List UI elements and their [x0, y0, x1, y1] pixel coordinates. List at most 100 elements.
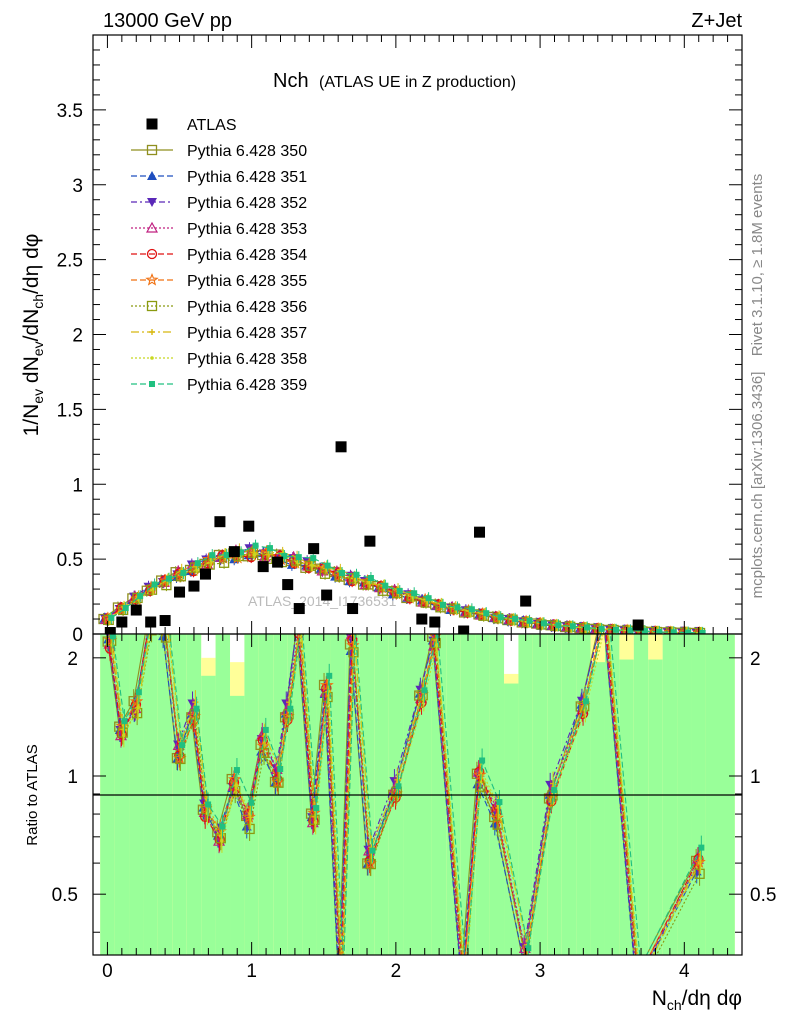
atlas-data-point: [257, 561, 269, 573]
ratio-series-marker: [299, 628, 303, 632]
main-series-marker: [526, 617, 533, 624]
ratio-series-marker: [234, 783, 239, 787]
ratio-series-marker: [694, 868, 705, 879]
ratio-series-marker: [109, 634, 116, 640]
ratio-series-marker: [136, 705, 141, 710]
legend-marker: [147, 171, 157, 180]
ratio-series-marker: [192, 699, 199, 706]
ratio-series-marker: [698, 844, 705, 851]
ratio-series-marker: [277, 766, 284, 773]
ratio-series-marker: [243, 809, 254, 820]
legend-marker: [146, 300, 158, 312]
ratio-series-marker: [313, 805, 320, 812]
legend-marker: [146, 248, 158, 260]
x-tick-label: 2: [391, 961, 402, 982]
ratio-series-line: [112, 634, 702, 955]
ratio-series-marker: [551, 787, 558, 794]
ratio-series-marker: [369, 847, 376, 854]
ratio-series-marker: [175, 753, 186, 765]
ratio-series-marker: [157, 634, 168, 635]
ratio-series-marker: [320, 678, 334, 692]
legend-marker: [150, 356, 154, 360]
atlas-data-point: [228, 546, 240, 558]
ratio-series-marker: [193, 705, 200, 712]
ratio-series-marker: [247, 814, 254, 821]
header-process-label: Z+Jet: [691, 10, 742, 32]
ratio-series-marker: [394, 776, 401, 783]
ratio-y-tick-label-right: 0.5: [750, 885, 776, 906]
ratio-series-marker: [248, 811, 253, 816]
ratio-series-marker: [262, 726, 269, 733]
legend-label: Pythia 6.428 355: [187, 273, 307, 290]
main-series-marker: [512, 615, 519, 622]
ratio-series-marker: [473, 767, 487, 781]
atlas-data-point: [130, 604, 142, 616]
x-tick-label: 0: [102, 961, 113, 982]
ratio-y-tick-label-left: 1: [67, 767, 78, 788]
atlas-data-point: [474, 526, 486, 538]
ratio-series-marker: [273, 777, 284, 788]
rivet-version-label: Rivet 3.1.10, ≥ 1.8M events: [749, 174, 766, 357]
atlas-data-point: [321, 589, 333, 601]
ratio-series-marker: [227, 772, 242, 786]
ratio-series-group: [102, 628, 706, 955]
ratio-series-marker: [550, 780, 557, 787]
ratio-band-outer: [590, 662, 605, 955]
legend-label: Pythia 6.428 351: [187, 169, 307, 186]
atlas-data-point: [104, 627, 116, 634]
atlas-data-point: [145, 616, 157, 628]
main-series-marker: [569, 623, 576, 630]
main-series-marker: [281, 552, 288, 559]
source-label: mcplots.cern.ch [arXiv:1306.3436]: [749, 372, 766, 599]
atlas-data-point: [199, 568, 211, 580]
atlas-data-point: [335, 441, 347, 453]
atlas-data-point: [520, 595, 532, 607]
ratio-y-tick-label-left: 2: [67, 649, 78, 670]
main-series-marker: [540, 620, 547, 627]
legend-label: Pythia 6.428 356: [187, 299, 307, 316]
main-series-marker: [641, 628, 648, 634]
ratio-series-marker: [248, 799, 255, 806]
main-series-marker: [685, 629, 692, 634]
atlas-data-point: [632, 619, 644, 631]
main-y-tick-label: 0.5: [57, 550, 83, 571]
ratio-series-marker: [313, 820, 318, 825]
main-series-marker: [699, 629, 706, 634]
atlas-data-point: [458, 625, 470, 634]
atlas-data-point: [174, 586, 186, 598]
main-series-marker: [218, 557, 230, 568]
header-energy-label: 13000 GeV pp: [103, 10, 232, 32]
main-series-marker: [238, 549, 245, 556]
main-series-marker: [145, 585, 156, 596]
ratio-series-marker: [365, 858, 376, 870]
main-series-marker: [324, 562, 331, 569]
ratio-panel: 0 1 2 3 4 0.5 0.5 1 1 2 2 Ratio to ATLAS Nch/dη dφ: [24, 628, 776, 1013]
main-series-marker: [310, 555, 317, 562]
main-series-marker: [396, 588, 403, 595]
ratio-series-marker: [219, 823, 226, 830]
legend: ATLAS Pythia 6.428 350 Pythia 6.428 351 Pyt…: [131, 117, 307, 394]
main-y-tick-label: 2.5: [57, 251, 83, 272]
ratio-series-marker: [110, 643, 115, 647]
ratio-series-marker: [263, 732, 268, 737]
main-series-marker: [598, 625, 605, 632]
ratio-y-axis-label: Ratio to ATLAS: [24, 744, 41, 845]
ratio-y-tick-label-right: 1: [750, 767, 761, 788]
ratio-series-marker: [135, 689, 142, 696]
main-series-marker: [670, 629, 677, 634]
legend-label-atlas: ATLAS: [187, 117, 237, 134]
main-y-tick-label: 3.5: [57, 101, 83, 122]
main-series-line: [110, 544, 703, 634]
main-series-marker: [440, 601, 447, 608]
ratio-series-marker: [244, 823, 255, 835]
ratio-series-marker: [435, 643, 439, 648]
ratio-series-marker: [122, 733, 126, 738]
ratio-series-marker: [179, 742, 186, 749]
ratio-series-marker: [242, 809, 256, 823]
main-series-marker: [555, 622, 562, 629]
main-series-marker: [319, 568, 331, 579]
legend-label: Pythia 6.428 350: [187, 143, 307, 160]
analysis-watermark: ATLAS_2014_I1736531: [248, 593, 397, 609]
ratio-band-outer: [648, 659, 663, 955]
ratio-uncertainty-bands: [100, 634, 735, 955]
